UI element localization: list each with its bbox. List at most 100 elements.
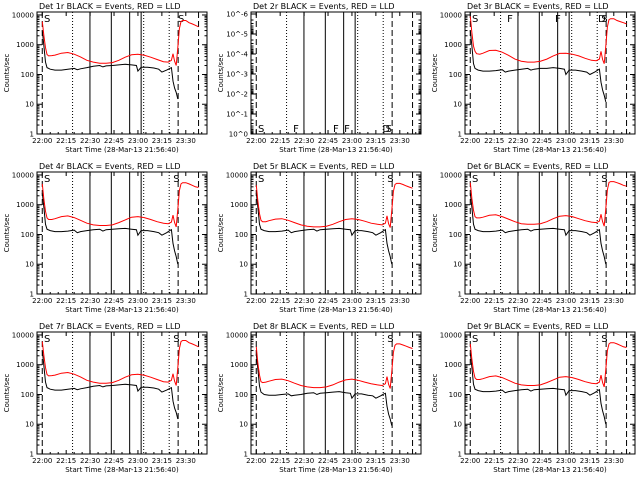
x-tick-label: 23:00 bbox=[556, 457, 576, 465]
x-tick-label: 22:15 bbox=[270, 297, 290, 305]
plot-frame bbox=[464, 11, 636, 135]
flag-D: D bbox=[382, 124, 390, 135]
series-line-events bbox=[469, 352, 607, 425]
flag-F: F bbox=[333, 124, 339, 135]
y-tick-label: 100 bbox=[21, 231, 34, 239]
x-tick-label: 23:30 bbox=[604, 457, 624, 465]
y-tick-label: 10 bbox=[453, 261, 462, 269]
x-tick-label: 22:00 bbox=[32, 137, 52, 145]
y-tick-label: 10^-6 bbox=[226, 11, 248, 19]
y-tick-label: 100 bbox=[235, 231, 248, 239]
x-axis-label: Start Time (28-Mar-13 21:56:40) bbox=[65, 466, 179, 474]
flag-S: S bbox=[173, 174, 179, 185]
plot-frame bbox=[464, 171, 636, 295]
y-tick-label: 1000 bbox=[16, 201, 34, 209]
flag-S: S bbox=[601, 334, 607, 345]
x-tick-label: 22:00 bbox=[246, 137, 266, 145]
x-tick-label: 22:45 bbox=[318, 137, 338, 145]
x-tick-label: 23:15 bbox=[580, 297, 600, 305]
flag-S: S bbox=[472, 14, 478, 25]
x-tick-label: 23:15 bbox=[580, 457, 600, 465]
panel-title: Det 6r BLACK = Events, RED = LLD bbox=[467, 162, 609, 171]
y-tick-label: 1 bbox=[458, 291, 462, 299]
y-tick-label: 100 bbox=[235, 391, 248, 399]
y-tick-label: 1000 bbox=[230, 361, 248, 369]
x-tick-label: 23:00 bbox=[128, 457, 148, 465]
series-line-lld bbox=[469, 342, 627, 388]
chart-panel-det1r: Det 1r BLACK = Events, RED = LLD S S 22:00 2… bbox=[3, 2, 208, 154]
y-axis-label: Counts/sec bbox=[431, 374, 439, 413]
series-line-events bbox=[41, 192, 179, 265]
series-line-lld bbox=[469, 181, 627, 227]
y-tick-label: 100 bbox=[21, 71, 34, 79]
series-line-lld bbox=[255, 182, 413, 228]
y-axis-label: Counts/sec bbox=[217, 214, 225, 253]
x-tick-label: 22:45 bbox=[104, 297, 124, 305]
series-line-events bbox=[469, 192, 607, 265]
chart-panel-det8r: Det 8r BLACK = Events, RED = LLD S 22:00 22… bbox=[217, 322, 422, 474]
y-tick-label: 10^-5 bbox=[226, 31, 248, 39]
x-tick-label: 23:15 bbox=[152, 457, 172, 465]
x-tick-label: 22:30 bbox=[294, 137, 314, 145]
y-tick-label: 10^0 bbox=[229, 131, 248, 139]
x-tick-label: 22:30 bbox=[80, 137, 100, 145]
y-tick-label: 100 bbox=[449, 391, 462, 399]
chart-panel-det7r: Det 7r BLACK = Events, RED = LLD S S 22:00 2… bbox=[3, 322, 208, 474]
plot-area: Det 6r BLACK = Events, RED = LLD S S 22:00 2… bbox=[431, 162, 636, 314]
y-tick-label: 10 bbox=[239, 421, 248, 429]
flag-D: D bbox=[598, 14, 606, 25]
x-tick-label: 22:15 bbox=[270, 457, 290, 465]
series-line-events bbox=[255, 354, 393, 426]
y-tick-label: 10 bbox=[453, 101, 462, 109]
y-tick-label: 10000 bbox=[440, 11, 462, 19]
series-line-events bbox=[41, 30, 179, 100]
x-tick-label: 23:00 bbox=[556, 137, 576, 145]
x-tick-label: 23:15 bbox=[366, 297, 386, 305]
plot-frame bbox=[36, 11, 208, 135]
plot-area: Det 7r BLACK = Events, RED = LLD S S 22:00 2… bbox=[3, 322, 208, 474]
x-tick-label: 22:45 bbox=[104, 137, 124, 145]
x-axis-label: Start Time (28-Mar-13 21:56:40) bbox=[493, 466, 607, 474]
y-tick-label: 1000 bbox=[444, 41, 462, 49]
y-tick-label: 10 bbox=[25, 421, 34, 429]
x-tick-label: 22:15 bbox=[56, 297, 76, 305]
y-tick-label: 1000 bbox=[16, 361, 34, 369]
y-tick-label: 10^-2 bbox=[226, 91, 248, 99]
chart-panel-det4r: Det 4r BLACK = Events, RED = LLD S S 22:00 2… bbox=[3, 162, 208, 314]
plot-area: Det 8r BLACK = Events, RED = LLD S 22:00 22… bbox=[217, 322, 422, 474]
y-tick-label: 1 bbox=[30, 451, 34, 459]
x-axis-label: Start Time (28-Mar-13 21:56:40) bbox=[65, 146, 179, 154]
flag-S: S bbox=[472, 334, 478, 345]
panel-title: Det 1r BLACK = Events, RED = LLD bbox=[39, 2, 181, 11]
y-axis-label: Counts/sec bbox=[3, 214, 11, 253]
flag-S: S bbox=[44, 14, 50, 25]
x-axis-label: Start Time (28-Mar-13 21:56:40) bbox=[279, 146, 393, 154]
x-tick-label: 22:00 bbox=[460, 137, 480, 145]
plot-area: Det 4r BLACK = Events, RED = LLD S S 22:00 2… bbox=[3, 162, 208, 314]
series-line-lld bbox=[469, 16, 627, 64]
x-tick-label: 22:00 bbox=[32, 297, 52, 305]
y-tick-label: 100 bbox=[449, 231, 462, 239]
x-tick-label: 23:30 bbox=[390, 137, 410, 145]
y-tick-label: 1000 bbox=[230, 201, 248, 209]
y-tick-label: 1 bbox=[30, 131, 34, 139]
x-tick-label: 22:45 bbox=[318, 297, 338, 305]
y-axis-label: Counts/sec bbox=[3, 374, 11, 413]
flag-S: S bbox=[178, 14, 184, 25]
y-tick-label: 10 bbox=[25, 261, 34, 269]
chart-panel-det6r: Det 6r BLACK = Events, RED = LLD S S 22:00 2… bbox=[431, 162, 636, 314]
panel-title: Det 2r BLACK = Events, RED = LLD bbox=[253, 2, 395, 11]
x-tick-label: 22:45 bbox=[532, 137, 552, 145]
y-tick-label: 1 bbox=[458, 451, 462, 459]
x-tick-label: 23:00 bbox=[342, 457, 362, 465]
y-axis-label: Counts/sec bbox=[217, 54, 225, 93]
x-tick-label: 22:00 bbox=[460, 297, 480, 305]
flag-S: S bbox=[387, 174, 393, 185]
y-tick-label: 1 bbox=[244, 451, 248, 459]
x-tick-label: 22:30 bbox=[508, 297, 528, 305]
y-tick-label: 10000 bbox=[12, 11, 34, 19]
series-line-events bbox=[41, 350, 179, 420]
x-tick-label: 22:30 bbox=[80, 297, 100, 305]
x-axis-label: Start Time (28-Mar-13 21:56:40) bbox=[279, 466, 393, 474]
